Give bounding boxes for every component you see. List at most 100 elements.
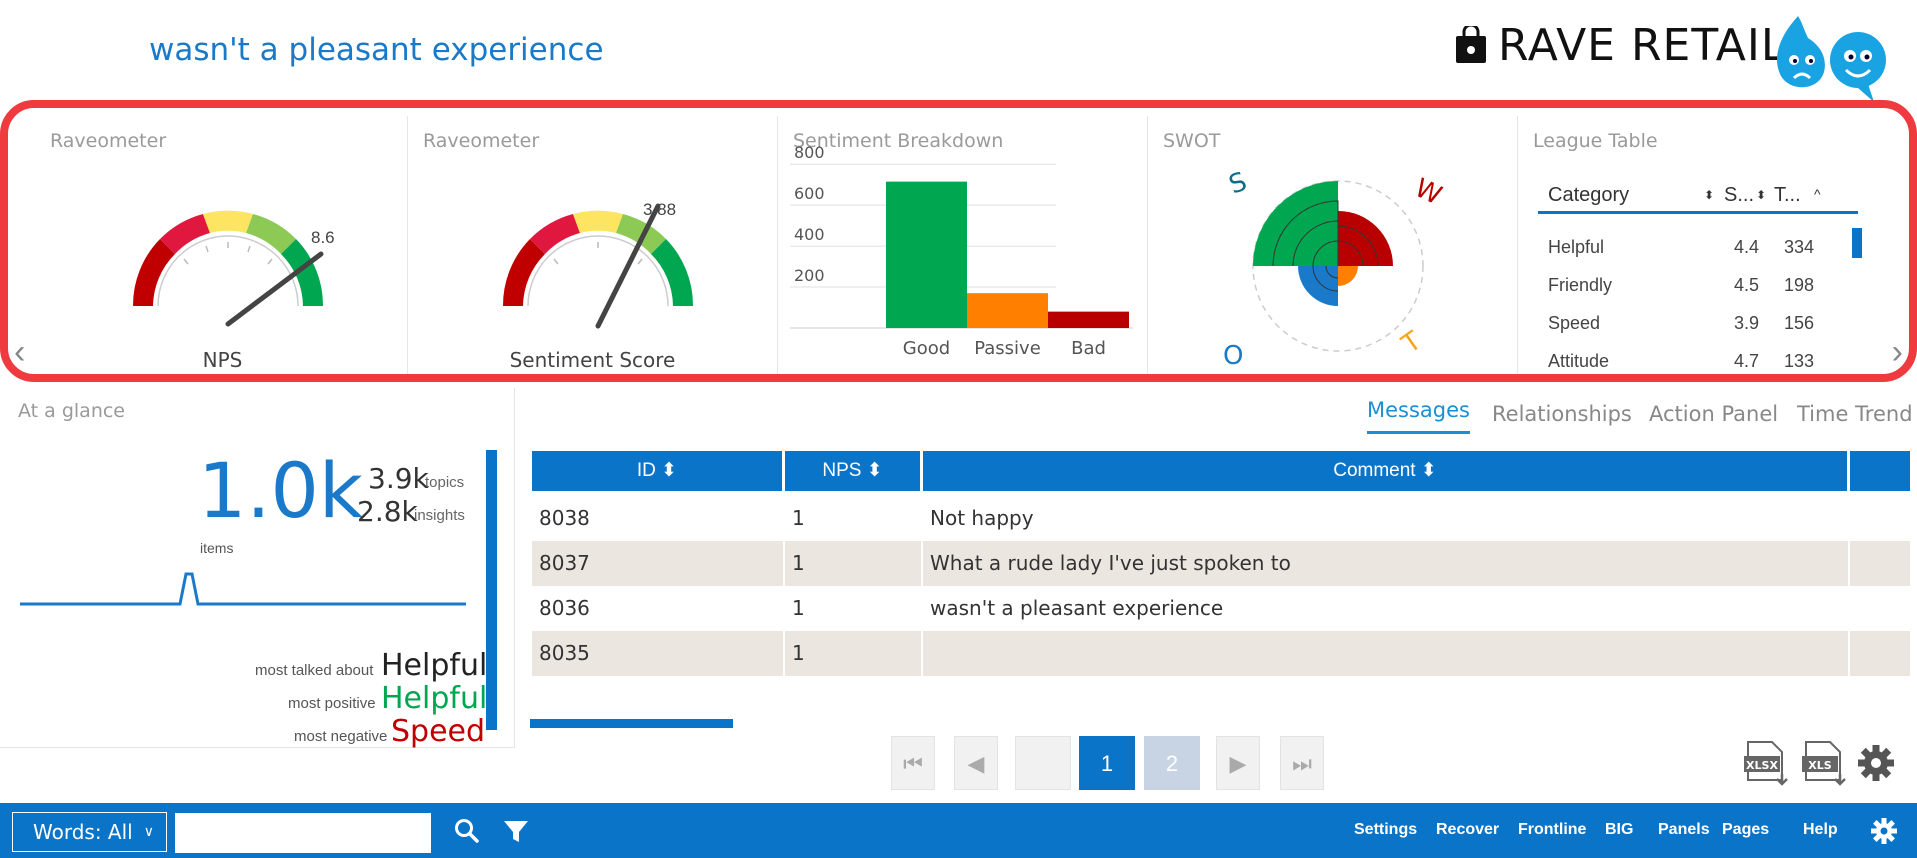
prev-page-button[interactable]: ◀ <box>954 736 998 790</box>
swot-s-label: S <box>1225 167 1251 201</box>
most-positive-word: Helpful <box>381 681 488 716</box>
bar-passive[interactable] <box>967 293 1048 328</box>
sentiment-gauge-widget[interactable]: Raveometer 3.88 Sentiment Score <box>408 116 778 374</box>
sentiment-breakdown-widget[interactable]: Sentiment Breakdown 200 400 600 800 Good Pass… <box>778 116 1148 374</box>
sort-icon[interactable]: ⬍ <box>1756 188 1767 202</box>
y-tick-label: 800 <box>794 143 825 162</box>
glance-scrollbar[interactable] <box>486 450 497 730</box>
bottom-toolbar: Words: All ∨ Settings Recover Frontline … <box>0 803 1917 858</box>
sort-asc-icon[interactable]: ^ <box>1814 186 1821 202</box>
carousel-next-icon[interactable]: › <box>1891 333 1903 371</box>
tab-action-panel[interactable]: Action Panel <box>1649 402 1779 426</box>
league-cell-t: 334 <box>1784 237 1815 257</box>
page-button-1[interactable]: 1 <box>1079 736 1135 790</box>
nps-gauge-widget[interactable]: Raveometer 8.6 NPS <box>38 116 408 374</box>
swot-chart: S W O T <box>1223 167 1446 371</box>
gauge-caption: Sentiment Score <box>509 348 676 372</box>
menu-big[interactable]: BIG <box>1605 821 1634 838</box>
words-select[interactable]: Words: All ∨ <box>12 812 167 852</box>
page-button-empty <box>1015 736 1071 790</box>
words-select-value: Words: All <box>33 820 133 844</box>
league-table-header: Category ⬍ S... ⬍ T... ^ <box>1538 174 1858 214</box>
topics-label: topics <box>425 474 465 491</box>
export-xlsx-label: XLSX <box>1746 759 1778 772</box>
sort-icon: ⬍ <box>1420 460 1437 481</box>
league-table-widget[interactable]: League Table Category ⬍ S... ⬍ T... ^ He… <box>1518 116 1888 374</box>
sentiment-breakdown-chart: 200 400 600 800 Good Passive Bad <box>790 143 1133 359</box>
widget-title: Sentiment Breakdown <box>793 130 1004 152</box>
search-icon[interactable] <box>453 817 481 845</box>
league-cell-t: 156 <box>1784 313 1815 333</box>
filter-icon[interactable] <box>502 817 530 845</box>
table-horizontal-scrollbar[interactable] <box>530 719 733 728</box>
table-row[interactable]: 8036 1 wasn't a pleasant experience <box>532 586 1910 631</box>
league-cell-s: 4.7 <box>1734 351 1760 371</box>
sort-icon[interactable]: ⬍ <box>1704 188 1715 202</box>
column-header-extra[interactable] <box>1850 451 1910 491</box>
league-cell-category: Helpful <box>1548 237 1605 257</box>
export-xlsx-icon[interactable]: XLSX <box>1742 740 1790 786</box>
cell-id: 8036 <box>532 586 785 631</box>
swot-w-label: W <box>1410 173 1446 211</box>
league-col-t[interactable]: T... <box>1774 184 1801 206</box>
menu-recover[interactable]: Recover <box>1436 821 1500 838</box>
gear-icon[interactable] <box>1855 740 1897 786</box>
table-row[interactable]: 8035 1 <box>532 631 1910 676</box>
mascot-faces-icon <box>1777 16 1886 102</box>
topics-count: 3.9k <box>368 462 429 495</box>
first-page-button[interactable]: ⏮ <box>891 736 935 790</box>
league-cell-category: Speed <box>1548 313 1601 333</box>
table-row[interactable]: 8038 1 Not happy <box>532 496 1910 541</box>
swot-widget[interactable]: SWOT S W O T <box>1148 116 1518 374</box>
column-header-label: Comment <box>1333 460 1416 481</box>
menu-help[interactable]: Help <box>1803 821 1838 838</box>
shopping-bag-icon <box>1456 26 1486 63</box>
cell-id: 8035 <box>532 631 785 676</box>
gauge-caption: NPS <box>202 348 243 372</box>
league-cell-s: 3.9 <box>1734 313 1760 333</box>
column-header-id[interactable]: ID ⬍ <box>532 451 782 491</box>
league-row[interactable]: Speed 3.9 156 <box>1538 304 1858 342</box>
next-page-button[interactable]: ▶ <box>1216 736 1260 790</box>
panel-title: At a glance <box>18 400 125 422</box>
items-label: items <box>200 540 234 556</box>
league-row[interactable]: Helpful 4.4 334 <box>1538 228 1858 266</box>
column-header-comment[interactable]: Comment ⬍ <box>923 451 1847 491</box>
sentiment-gauge-value: 3.88 <box>643 200 677 219</box>
search-input[interactable] <box>175 813 431 853</box>
menu-settings[interactable]: Settings <box>1354 821 1418 838</box>
settings-gear-icon[interactable] <box>1870 817 1898 845</box>
sentiment-gauge <box>502 203 694 329</box>
column-header-nps[interactable]: NPS ⬍ <box>785 451 920 491</box>
league-row[interactable]: Friendly 4.5 198 <box>1538 266 1858 304</box>
league-cell-t: 133 <box>1784 351 1815 371</box>
league-table-scrollbar[interactable] <box>1852 228 1862 258</box>
carousel-prev-icon[interactable]: ‹ <box>14 333 26 371</box>
tab-relationships[interactable]: Relationships <box>1492 402 1632 426</box>
cell-comment: Not happy <box>923 496 1850 541</box>
export-xls-icon[interactable]: XLS <box>1800 740 1848 786</box>
x-tick-label: Passive <box>974 338 1041 359</box>
bar-bad[interactable] <box>1048 311 1129 328</box>
tab-time-trend[interactable]: Time Trend <box>1797 402 1913 426</box>
league-row[interactable]: Attitude 4.7 133 <box>1538 342 1858 374</box>
menu-pages[interactable]: Pages <box>1722 821 1770 838</box>
export-xls-label: XLS <box>1808 759 1831 772</box>
cell-comment: What a rude lady I've just spoken to <box>923 541 1850 586</box>
cell-id: 8038 <box>532 496 785 541</box>
menu-frontline[interactable]: Frontline <box>1518 821 1587 838</box>
league-col-s[interactable]: S... <box>1724 184 1755 206</box>
menu-panels[interactable]: Panels <box>1658 821 1710 838</box>
league-col-category[interactable]: Category <box>1548 184 1630 206</box>
league-cell-category: Friendly <box>1548 275 1613 295</box>
page-button-2[interactable]: 2 <box>1144 736 1200 790</box>
cell-nps: 1 <box>785 631 923 676</box>
most-negative-label: most negative <box>294 728 388 745</box>
bar-good[interactable] <box>886 181 967 328</box>
table-row[interactable]: 8037 1 What a rude lady I've just spoken… <box>532 541 1910 586</box>
y-tick-label: 200 <box>794 266 825 285</box>
tab-messages[interactable]: Messages <box>1367 398 1470 434</box>
last-page-button[interactable]: ⏭ <box>1280 736 1324 790</box>
cell-nps: 1 <box>785 586 923 631</box>
